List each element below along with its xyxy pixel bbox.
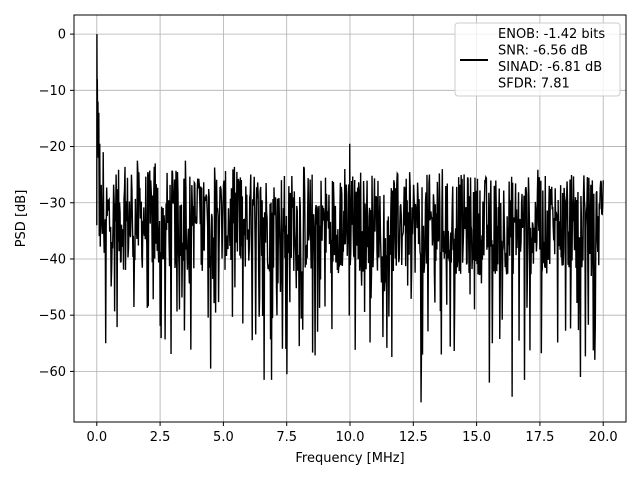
- y-tick-label: −50: [39, 309, 66, 324]
- x-ticks: 0.0 2.5 5.0 7.5 10.0 12.5 15.0 17.5 20.0: [86, 422, 618, 445]
- y-ticks: 0 −10 −20 −30 −40 −50 −60: [39, 28, 74, 380]
- y-axis-label: PSD [dB]: [14, 190, 29, 248]
- y-tick-label: −10: [39, 84, 66, 99]
- legend-entry-snr: SNR: -6.56 dB: [498, 44, 588, 59]
- x-tick-label: 5.0: [213, 430, 234, 445]
- legend-entry-enob: ENOB: -1.42 bits: [498, 27, 605, 42]
- legend: ENOB: -1.42 bits SNR: -6.56 dB SINAD: -6…: [454, 22, 621, 97]
- y-tick-label: 0: [58, 28, 66, 43]
- x-tick-label: 12.5: [399, 430, 428, 445]
- y-tick-label: −20: [39, 140, 66, 155]
- y-tick-label: −60: [39, 365, 66, 380]
- x-tick-label: 7.5: [276, 430, 297, 445]
- x-tick-label: 17.5: [525, 430, 554, 445]
- x-tick-label: 0.0: [86, 430, 107, 445]
- series-layer: [96, 34, 604, 403]
- x-axis-label: Frequency [MHz]: [295, 451, 404, 466]
- plot-frame: [73, 14, 627, 423]
- x-tick-label: 20.0: [589, 430, 618, 445]
- x-tick-label: 2.5: [150, 430, 171, 445]
- legend-box: [454, 22, 621, 97]
- psd-series-line: [96, 34, 604, 403]
- legend-entry-sfdr: SFDR: 7.81: [498, 77, 570, 92]
- y-tick-label: −40: [39, 252, 66, 267]
- legend-entry-sinad: SINAD: -6.81 dB: [498, 60, 602, 75]
- x-tick-label: 15.0: [462, 430, 491, 445]
- y-tick-label: −30: [39, 196, 66, 211]
- x-tick-label: 10.0: [336, 430, 365, 445]
